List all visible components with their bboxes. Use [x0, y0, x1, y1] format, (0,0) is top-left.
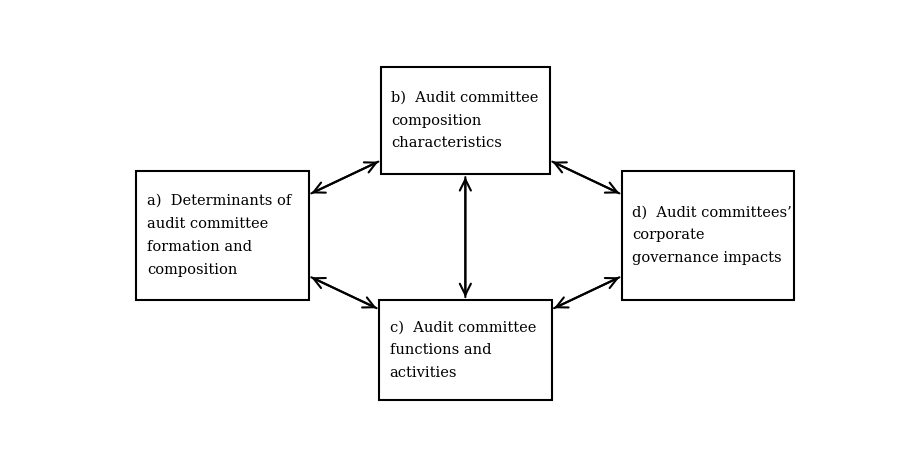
Text: d)  Audit committees’
corporate
governance impacts: d) Audit committees’ corporate governanc…: [633, 206, 792, 265]
Bar: [380, 300, 551, 400]
Text: b)  Audit committee
composition
characteristics: b) Audit committee composition character…: [391, 91, 538, 151]
Bar: [622, 171, 794, 300]
Bar: [381, 67, 550, 174]
Text: a)  Determinants of
audit committee
formation and
composition: a) Determinants of audit committee forma…: [147, 194, 291, 276]
Text: c)  Audit committee
functions and
activities: c) Audit committee functions and activit…: [390, 320, 536, 380]
Bar: [136, 171, 309, 300]
